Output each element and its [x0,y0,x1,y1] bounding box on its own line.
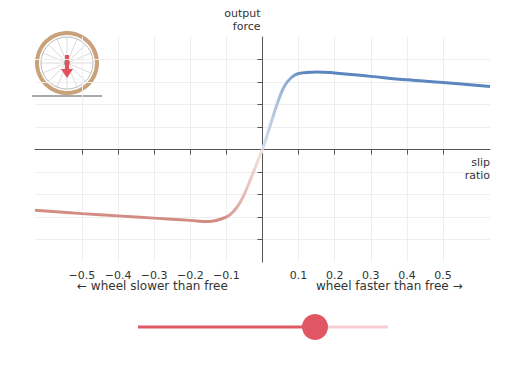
svg-text:0.4: 0.4 [398,269,416,282]
svg-text:ratio: ratio [465,169,491,182]
svg-text:−0.4: −0.4 [105,269,132,282]
svg-text:← wheel slower than free: ← wheel slower than free [77,279,228,293]
svg-text:force: force [233,20,261,33]
svg-text:−0.5: −0.5 [69,269,96,282]
svg-text:−0.3: −0.3 [141,269,168,282]
svg-text:wheel faster than free →: wheel faster than free → [316,279,463,293]
svg-text:0.2: 0.2 [326,269,344,282]
svg-text:slip: slip [471,156,490,169]
svg-text:−0.2: −0.2 [177,269,204,282]
svg-text:0.3: 0.3 [362,269,380,282]
svg-text:0.1: 0.1 [290,269,308,282]
svg-text:output: output [224,7,261,20]
svg-text:0.5: 0.5 [434,269,452,282]
svg-text:−0.1: −0.1 [213,269,240,282]
